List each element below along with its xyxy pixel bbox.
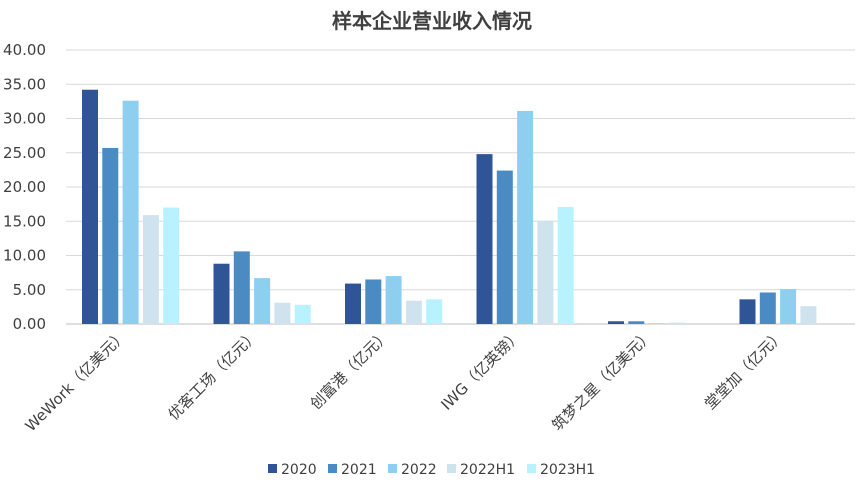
x-category-label: IWG（亿英镑） — [437, 326, 525, 414]
y-tick-label: 0.00 — [13, 315, 46, 333]
bar — [405, 300, 422, 324]
bar — [274, 302, 291, 324]
legend-swatch — [388, 464, 397, 473]
legend-swatch — [328, 464, 337, 473]
legend-label: 2021 — [341, 462, 377, 478]
x-category-label: 创富港（亿元） — [307, 326, 394, 413]
legend-swatch — [447, 464, 456, 473]
bar — [163, 207, 180, 324]
bar — [739, 299, 756, 324]
legend-label: 2022H1 — [460, 462, 515, 478]
bar — [557, 206, 574, 324]
x-category-label: WeWork（亿美元） — [22, 326, 131, 435]
x-axis-categories: WeWork（亿美元） 优客工场（亿元） 创富港（亿元） IWG（亿英镑） 筑梦之星（亿… — [22, 326, 789, 435]
bar — [668, 322, 685, 324]
bar — [82, 89, 98, 324]
legend-swatch — [527, 464, 536, 473]
bar — [496, 170, 513, 324]
bar — [517, 110, 534, 324]
bar — [476, 154, 493, 324]
y-tick-label: 15.00 — [3, 212, 46, 230]
legend: 2020 2021 2022 2022H1 2023H1 — [268, 462, 595, 478]
bar — [294, 304, 311, 324]
y-tick-label: 25.00 — [3, 144, 46, 162]
bar — [385, 276, 402, 324]
legend-label: 2023H1 — [540, 462, 595, 478]
bars-layer — [82, 89, 817, 324]
x-category-label: 优客工场（亿元） — [164, 326, 262, 424]
bar — [648, 323, 665, 324]
y-axis-ticks: 0.00 5.00 10.00 15.00 20.00 25.00 30.00 35.00 40… — [3, 41, 46, 333]
bar — [122, 100, 139, 324]
bar — [608, 321, 624, 324]
chart-title: 样本企业营业收入情况 — [332, 9, 532, 33]
y-tick-label: 5.00 — [13, 281, 46, 299]
bar — [426, 299, 443, 324]
x-category-label: 堂堂加（亿元） — [701, 326, 788, 413]
bar — [365, 279, 382, 324]
bar — [345, 283, 361, 324]
grid-layer — [66, 49, 855, 325]
bar — [254, 278, 271, 324]
bar — [233, 251, 250, 324]
x-category-label: 筑梦之星（亿美元） — [548, 326, 656, 434]
legend-swatch — [268, 464, 277, 473]
bar — [800, 306, 817, 324]
legend-label: 2022 — [401, 462, 437, 478]
bar — [102, 147, 119, 324]
bar — [213, 263, 230, 324]
legend-label: 2020 — [281, 462, 317, 478]
y-tick-label: 40.00 — [3, 41, 46, 59]
y-tick-label: 20.00 — [3, 178, 46, 196]
bar — [537, 220, 554, 324]
y-tick-label: 30.00 — [3, 110, 46, 128]
y-tick-label: 35.00 — [3, 75, 46, 93]
bar — [780, 289, 797, 324]
bar — [142, 215, 159, 324]
bar — [759, 292, 776, 324]
bar — [628, 321, 645, 324]
y-tick-label: 10.00 — [3, 247, 46, 265]
